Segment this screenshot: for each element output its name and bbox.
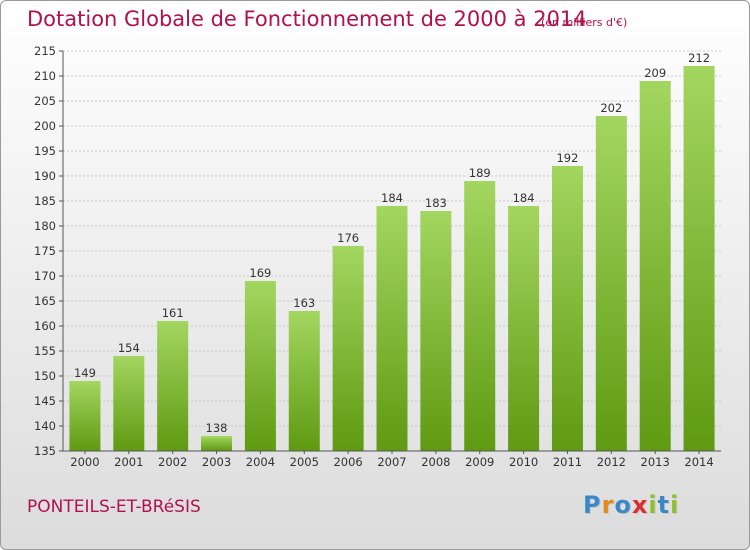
data-label: 189 [469, 166, 491, 180]
logo-letter: t [657, 491, 671, 519]
y-tick-label: 180 [34, 219, 56, 233]
x-tick-label: 2008 [421, 455, 450, 469]
data-label: 212 [688, 51, 710, 65]
bar-top-edge [288, 311, 320, 313]
chart-subtitle: (en milliers d'€) [541, 16, 628, 29]
y-tick-label: 165 [34, 294, 56, 308]
bar-top-edge [551, 166, 583, 168]
bar-top-edge [508, 206, 540, 208]
y-tick-label: 175 [34, 244, 56, 258]
x-tick-label: 2009 [465, 455, 494, 469]
data-label: 149 [74, 366, 96, 380]
y-tick-label: 150 [34, 369, 56, 383]
data-label: 176 [337, 231, 359, 245]
bar [201, 436, 233, 451]
y-tick-label: 135 [34, 444, 56, 458]
bar-top-edge [244, 281, 276, 283]
bar-top-edge [113, 356, 145, 358]
bar [464, 181, 496, 451]
commune-name: PONTEILS-ET-BRéSIS [27, 497, 201, 517]
x-tick-label: 2002 [158, 455, 187, 469]
x-tick-label: 2012 [597, 455, 626, 469]
y-tick-label: 190 [34, 169, 56, 183]
bar [288, 311, 320, 451]
y-tick-label: 210 [34, 69, 56, 83]
bar [639, 81, 671, 451]
labels: 135 140 145 150 155 160 165 170 175 180 185 190 195 2… [34, 44, 714, 469]
logo-letter: i [648, 491, 658, 519]
data-label: 169 [249, 266, 271, 280]
y-tick-label: 195 [34, 144, 56, 158]
data-label: 184 [381, 191, 403, 205]
x-tick-label: 2010 [509, 455, 538, 469]
bar-top-edge [595, 116, 627, 118]
x-tick-label: 2004 [246, 455, 275, 469]
bar-top-edge [157, 321, 189, 323]
proxiti-logo: Proxiti [583, 491, 679, 519]
bar [376, 206, 408, 451]
bar-top-edge [201, 436, 233, 438]
x-tick-label: 2005 [290, 455, 319, 469]
bar [69, 381, 101, 451]
bar [508, 206, 540, 451]
data-label: 161 [162, 306, 184, 320]
y-tick-label: 145 [34, 394, 56, 408]
bar-top-edge [376, 206, 408, 208]
y-tick-label: 185 [34, 194, 56, 208]
x-tick-label: 2007 [377, 455, 406, 469]
bar-top-edge [683, 66, 715, 68]
bar [683, 66, 715, 451]
data-label: 154 [118, 341, 140, 355]
y-tick-label: 215 [34, 44, 56, 58]
axes [59, 50, 721, 454]
bar-top-edge [464, 181, 496, 183]
bar [420, 211, 452, 451]
logo-letter: x [631, 491, 649, 519]
y-tick-label: 170 [34, 269, 56, 283]
bar [332, 246, 364, 451]
y-tick-label: 140 [34, 419, 56, 433]
y-tick-label: 155 [34, 344, 56, 358]
data-label: 163 [293, 296, 315, 310]
y-tick-label: 205 [34, 94, 56, 108]
data-label: 209 [644, 66, 666, 80]
x-tick-label: 2001 [114, 455, 143, 469]
y-tick-label: 160 [34, 319, 56, 333]
data-label: 202 [600, 101, 622, 115]
bar [113, 356, 145, 451]
data-label: 192 [556, 151, 578, 165]
bar [551, 166, 583, 451]
logo-letter: r [601, 491, 615, 519]
bar [595, 116, 627, 451]
data-label: 183 [425, 196, 447, 210]
logo-letter: P [583, 491, 602, 519]
logo-letter: i [670, 491, 680, 519]
bar-top-edge [420, 211, 452, 213]
chart-title: Dotation Globale de Fonctionnement de 20… [27, 7, 587, 31]
x-tick-label: 2003 [202, 455, 231, 469]
x-tick-label: 2000 [70, 455, 99, 469]
data-label: 138 [206, 421, 228, 435]
x-tick-label: 2011 [553, 455, 582, 469]
bar [157, 321, 189, 451]
bar-top-edge [69, 381, 101, 383]
x-tick-label: 2006 [333, 455, 362, 469]
logo-letter: o [614, 491, 632, 519]
bar-top-edge [332, 246, 364, 248]
bar-series [69, 66, 715, 451]
x-tick-label: 2014 [684, 455, 713, 469]
y-tick-label: 200 [34, 119, 56, 133]
bar-top-edge [639, 81, 671, 83]
bar [244, 281, 276, 451]
x-tick-label: 2013 [641, 455, 670, 469]
data-label: 184 [513, 191, 535, 205]
